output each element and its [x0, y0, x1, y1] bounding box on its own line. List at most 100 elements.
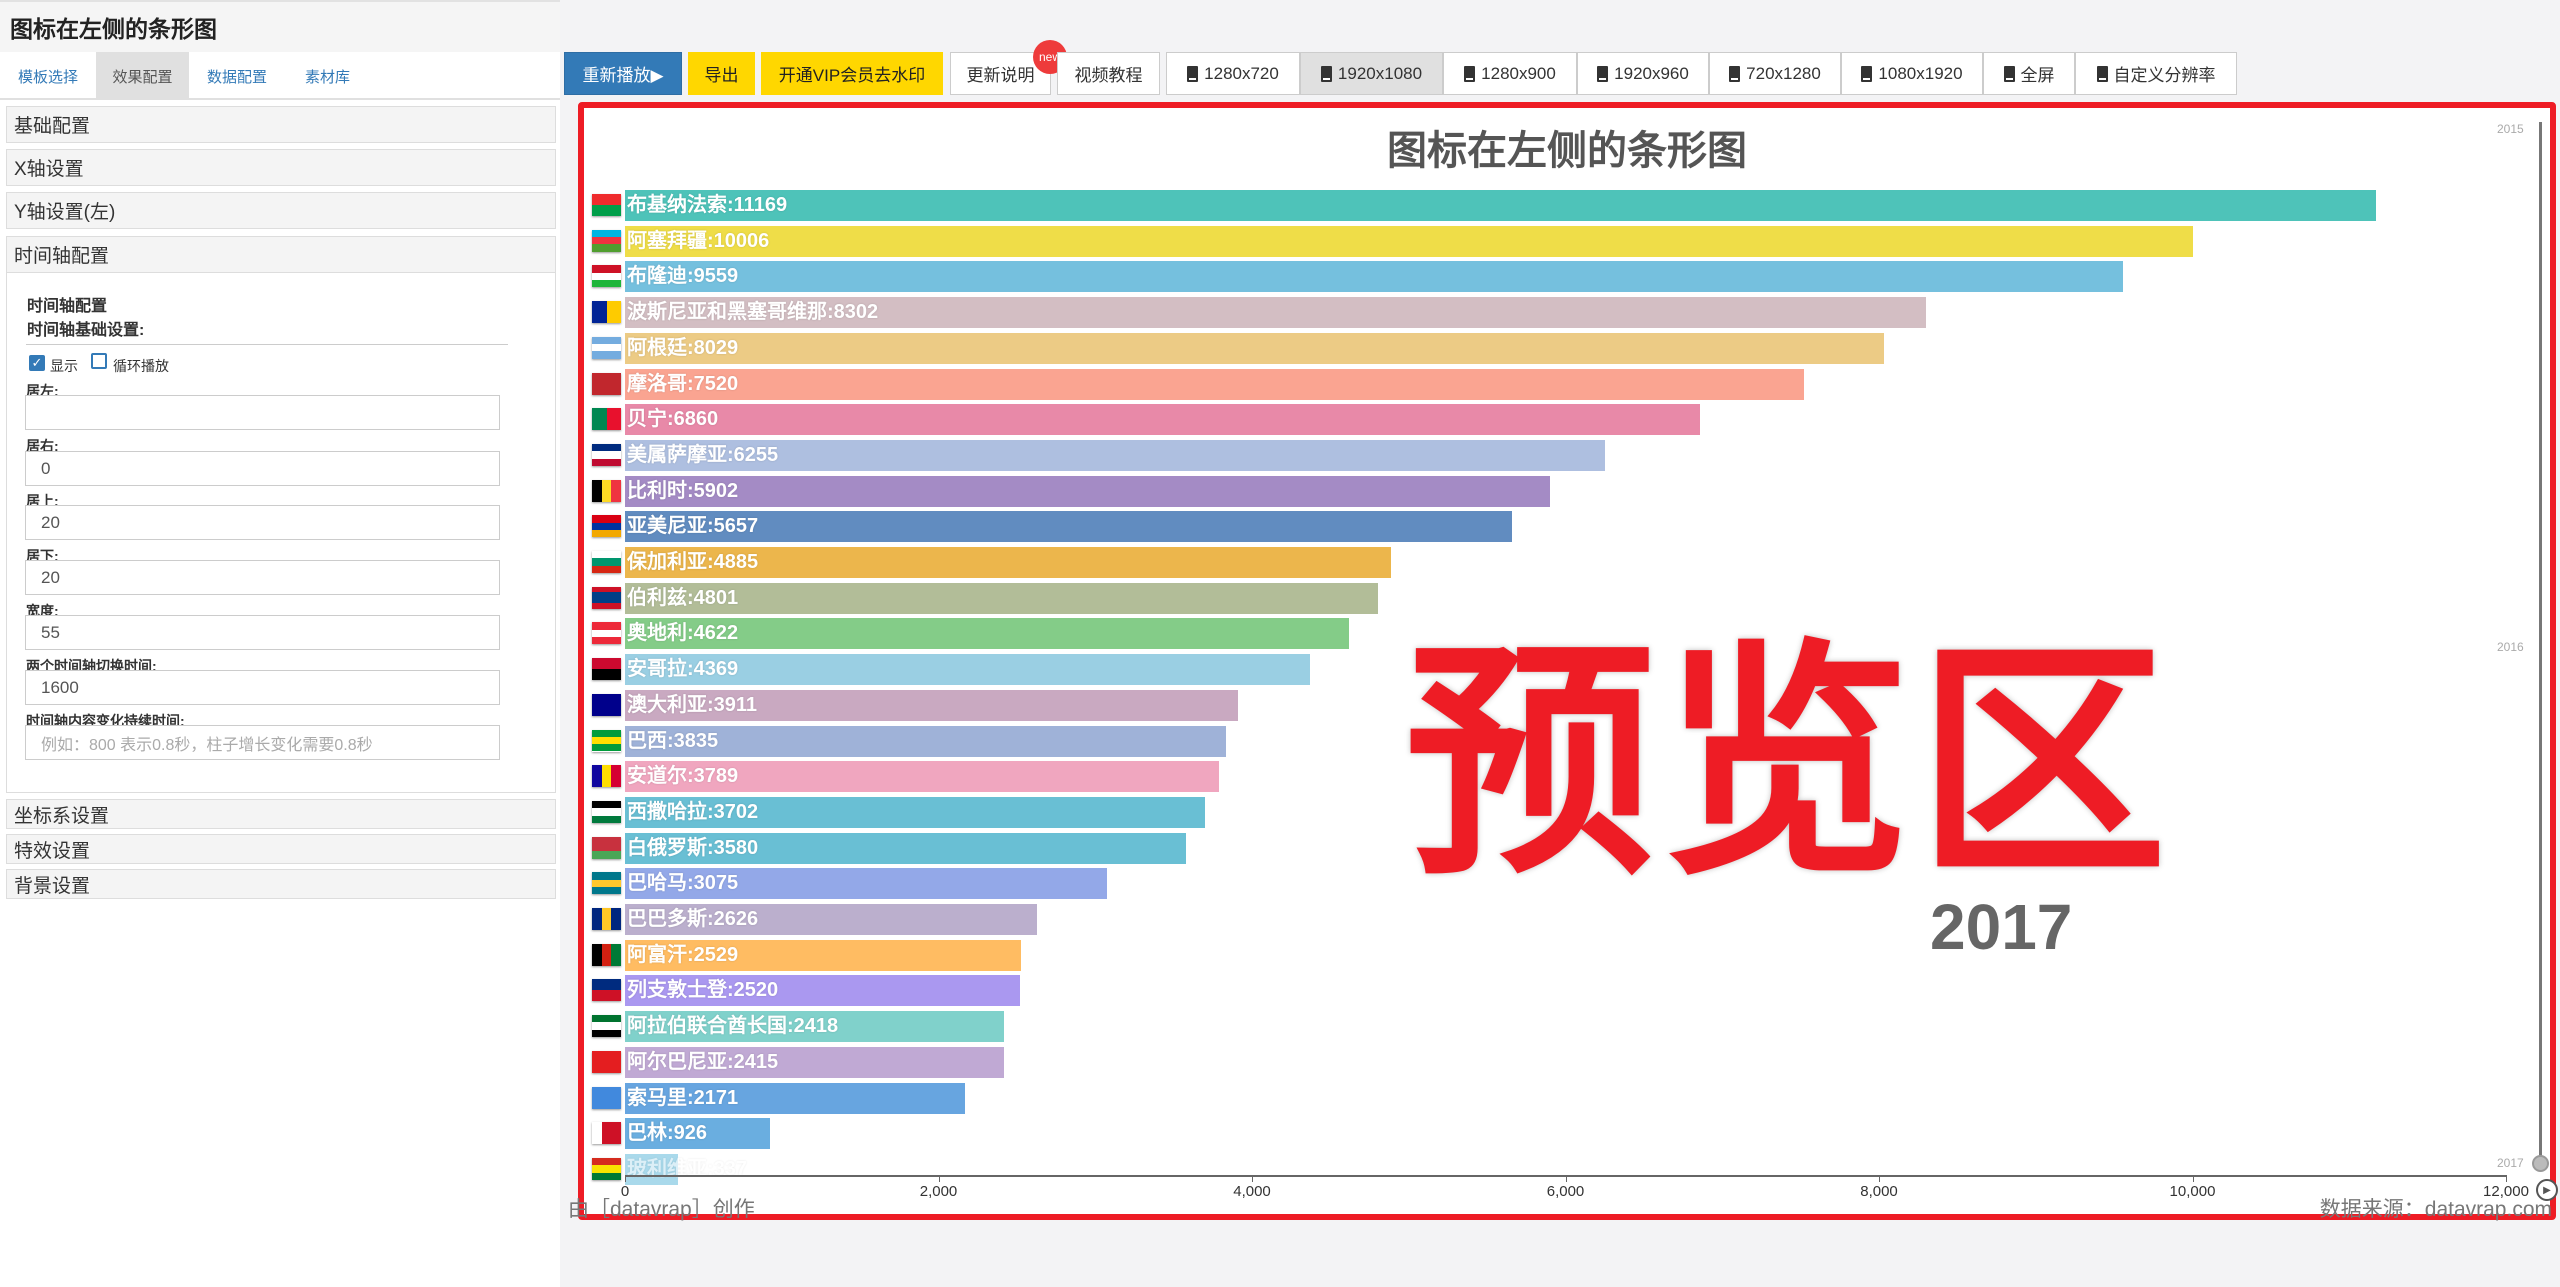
tab-effects[interactable]: 效果配置: [96, 52, 189, 100]
accordion-coord[interactable]: 坐标系设置: [6, 799, 556, 829]
bar-label: 列支敦士登:2520: [627, 979, 779, 1002]
document-icon: [2096, 65, 2108, 82]
loop-checkbox[interactable]: [91, 353, 107, 369]
x-tick: [938, 1175, 940, 1182]
bar-label: 安哥拉:4369: [627, 658, 739, 681]
res-label: 1280x720: [1204, 63, 1279, 83]
x-tick: [2192, 1175, 2194, 1182]
x-tick: [1879, 1175, 1880, 1182]
show-checkbox[interactable]: ✓: [29, 355, 45, 371]
bar-label: 巴巴多斯:2626: [627, 908, 759, 930]
x-tick: [1252, 1175, 1253, 1182]
bar: [625, 939, 1022, 971]
timeline-year[interactable]: 2016: [2497, 640, 2524, 654]
vip-button[interactable]: 开通VIP会员去水印: [761, 52, 943, 95]
flag-icon: [592, 408, 621, 431]
app-title: 图标在左侧的条形图: [10, 16, 217, 42]
export-button[interactable]: 导出: [688, 52, 755, 95]
accordion-background[interactable]: 背景设置: [6, 869, 556, 899]
accordion-xaxis[interactable]: X轴设置: [6, 149, 556, 186]
flag-icon: [592, 908, 622, 930]
bar: [625, 404, 1701, 436]
accordion-basic[interactable]: 基础配置: [6, 106, 556, 143]
tutorial-button[interactable]: 视频教程: [1057, 52, 1160, 95]
divider: [26, 344, 508, 345]
bar: [625, 297, 1927, 329]
monitor-icon: [1597, 65, 1609, 82]
duration-input[interactable]: 例如：800 表示0.8秒，柱子增长变化需要0.8秒: [25, 725, 500, 760]
flag-icon: [592, 194, 621, 216]
bar: [625, 582, 1378, 614]
x-tick: [2506, 1175, 2507, 1182]
tab-data[interactable]: 数据配置: [206, 68, 267, 86]
timeline-config-panel: 时间轴配置 时间轴基础设置: ✓ 显示 循环播放: [6, 272, 556, 793]
flag-icon: [592, 265, 621, 288]
flag-icon: [592, 515, 621, 538]
timeline-year[interactable]: 2017: [2497, 1156, 2524, 1170]
panel-heading: 时间轴配置: [27, 298, 108, 315]
x-tick-label: 4,000: [1233, 1183, 1271, 1200]
bar: [625, 261, 2124, 293]
timeline-handle[interactable]: [2532, 1155, 2549, 1172]
flag-icon: [592, 979, 621, 1002]
top-input[interactable]: 20: [25, 505, 500, 540]
flag-icon: [592, 729, 621, 752]
flag-icon: [592, 658, 621, 681]
bar: [625, 1118, 771, 1150]
res-1080x1920[interactable]: 1080x1920: [1841, 52, 1983, 95]
bar-label: 西撒哈拉:3702: [627, 800, 759, 823]
bottom-input[interactable]: 20: [25, 560, 500, 595]
bar-label: 摩洛哥:7520: [627, 372, 739, 395]
flag-icon: [592, 443, 621, 466]
bar-label: 贝宁:6860: [627, 408, 719, 431]
bar: [625, 975, 1020, 1007]
bar-label: 布隆迪:9559: [627, 265, 739, 288]
tab-template[interactable]: 模板选择: [17, 68, 78, 86]
accordion-yaxis[interactable]: Y轴设置(左): [6, 192, 556, 229]
flag-icon: [592, 229, 621, 252]
bar: [625, 689, 1239, 721]
monitor-icon: [1187, 65, 1199, 82]
bar-label: 亚美尼亚:5657: [627, 515, 759, 538]
bar-label: 阿尔巴尼亚:2415: [627, 1050, 779, 1073]
bar: [625, 725, 1227, 757]
phone-icon: [1861, 65, 1873, 82]
phone-icon: [1729, 65, 1741, 82]
accordion-timeline[interactable]: 时间轴配置: [6, 236, 556, 273]
bar: [625, 1011, 1005, 1043]
bar-label: 安道尔:3789: [627, 765, 739, 788]
accordion-effects[interactable]: 特效设置: [6, 834, 556, 864]
bar: [625, 868, 1107, 900]
custom-resolution-button[interactable]: 自定义分辨率: [2075, 52, 2237, 95]
res-label: 1920x1080: [1337, 63, 1423, 83]
fullscreen-button[interactable]: 全屏: [1983, 52, 2075, 95]
bar-label: 比利时:5902: [627, 479, 739, 502]
right-input[interactable]: 0: [25, 451, 500, 486]
flag-icon: [592, 301, 621, 324]
res-1920x1080[interactable]: 1920x1080: [1300, 52, 1443, 95]
bar-label: 澳大利亚:3911: [627, 693, 758, 716]
bar: [625, 547, 1391, 578]
source-text: 数据来源：datavrap.com: [2319, 1198, 2552, 1221]
bar: [625, 1046, 1004, 1078]
left-input[interactable]: [25, 395, 500, 430]
bar: [625, 654, 1310, 686]
replay-button[interactable]: 重新播放▶: [564, 52, 682, 95]
bar-label: 布基纳法索:11169: [627, 194, 788, 216]
res-1280x720[interactable]: 1280x720: [1166, 52, 1300, 95]
play-icon[interactable]: ▶: [2536, 1179, 2558, 1201]
width-input[interactable]: 55: [25, 615, 500, 650]
flag-icon: [592, 1050, 621, 1073]
show-label: 显示: [50, 358, 78, 374]
res-720x1280[interactable]: 720x1280: [1709, 52, 1841, 95]
new-badge: new: [1033, 40, 1067, 74]
x-tick: [1565, 1175, 1567, 1182]
tab-assets[interactable]: 素材库: [304, 68, 350, 86]
res-1280x900[interactable]: 1280x900: [1443, 52, 1577, 95]
timeline-year[interactable]: 2015: [2497, 122, 2524, 136]
res-1920x960[interactable]: 1920x960: [1577, 52, 1709, 95]
switch-time-input[interactable]: 1600: [25, 670, 500, 705]
x-tick-label: 2,000: [919, 1183, 958, 1200]
flag-icon: [592, 479, 622, 502]
timeline-track[interactable]: [2539, 122, 2542, 1165]
